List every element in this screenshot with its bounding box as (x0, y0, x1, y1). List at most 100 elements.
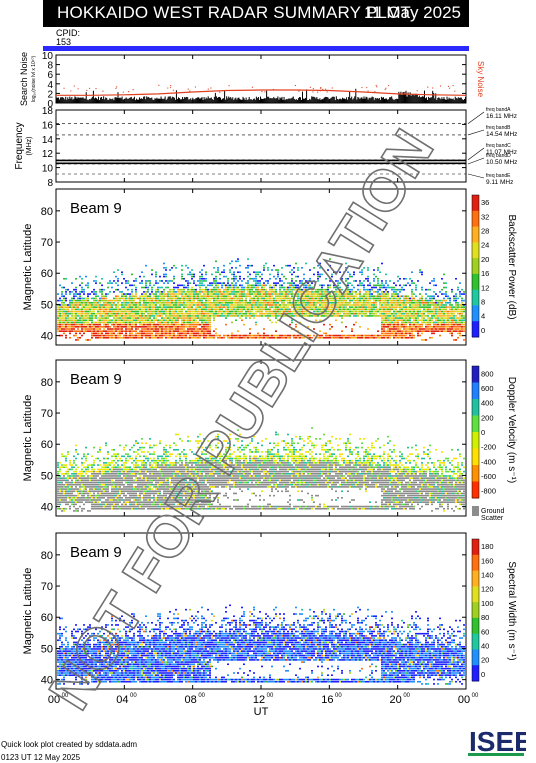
scatter-cell (399, 299, 401, 302)
scatter-cell (101, 297, 103, 300)
scatter-cell (397, 288, 399, 291)
scatter-cell (443, 310, 445, 313)
search-noise-bar (256, 98, 258, 103)
scatter-cell (379, 286, 381, 289)
scatter-cell (155, 326, 157, 328)
scatter-cell (145, 291, 147, 293)
scatter-cell (233, 334, 235, 337)
scatter-cell (307, 301, 309, 304)
freq-band-leader (467, 111, 485, 124)
scatter-cell (245, 297, 247, 300)
scatter-cell (65, 481, 67, 484)
search-noise-bar (377, 98, 379, 103)
scatter-cell (101, 306, 103, 308)
scatter-cell (141, 308, 143, 311)
scatter-cell (315, 299, 317, 302)
scatter-cell (125, 297, 127, 300)
scatter-cell (215, 275, 217, 278)
scatter-cell (325, 334, 327, 337)
scatter-cell (431, 301, 433, 304)
scatter-cell (159, 275, 161, 278)
scatter-cell (291, 321, 293, 324)
scatter-cell (235, 267, 237, 269)
scatter-cell (365, 312, 367, 315)
scatter-cell (153, 336, 155, 339)
scatter-cell (319, 295, 321, 298)
sky-noise-dot (331, 87, 333, 89)
search-noise-bar (319, 98, 321, 103)
scatter-cell (109, 336, 111, 339)
scatter-cell (167, 295, 169, 298)
scatter-cell (247, 306, 249, 308)
scatter-cell (141, 315, 143, 317)
scatter-cell (337, 336, 339, 339)
scatter-cell (411, 328, 413, 330)
scatter-cell (255, 293, 257, 295)
scatter-cell (201, 280, 203, 282)
scatter-cell (209, 299, 211, 302)
scatter-cell (87, 301, 89, 304)
scatter-cell (199, 323, 201, 326)
scatter-cell (155, 271, 157, 274)
plot-title: HOKKAIDO WEST RADAR SUMMARY PLOT (57, 3, 412, 22)
scatter-cell (387, 297, 389, 300)
search-noise-bar (146, 96, 148, 103)
scatter-cell (267, 304, 269, 306)
scatter-cell (443, 282, 445, 284)
scatter-cell (237, 315, 239, 317)
scatter-cell (267, 295, 269, 298)
scatter-cell (83, 301, 85, 304)
scatter-cell (69, 299, 71, 302)
scatter-cell (399, 301, 401, 304)
scatter-cell (335, 308, 337, 311)
scatter-cell (161, 308, 163, 311)
scatter-cell (161, 301, 163, 304)
scatter-cell (99, 312, 101, 315)
scatter-cell (403, 330, 405, 332)
scatter-cell (173, 317, 175, 319)
scatter-cell (169, 301, 171, 304)
scatter-cell (289, 310, 291, 313)
scatter-cell (161, 299, 163, 302)
scatter-cell (393, 301, 395, 304)
scatter-cell (405, 328, 407, 330)
scatter-cell (71, 499, 73, 501)
scatter-cell (287, 297, 289, 300)
scatter-cell (421, 319, 423, 322)
search-noise-bar (155, 98, 157, 103)
scatter-cell (253, 334, 255, 337)
scatter-cell (85, 301, 87, 304)
scatter-cell (285, 308, 287, 311)
scatter-cell (267, 315, 269, 317)
scatter-cell (157, 336, 159, 339)
scatter-cell (95, 312, 97, 315)
scatter-cell (387, 312, 389, 315)
scatter-cell (115, 334, 117, 337)
scatter-cell (399, 310, 401, 313)
scatter-cell (439, 321, 441, 324)
scatter-cell (145, 315, 147, 317)
sky-noise-line (56, 89, 467, 96)
scatter-cell (277, 273, 279, 276)
scatter-cell (453, 330, 455, 332)
scatter-cell (115, 328, 117, 330)
scatter-cell (363, 334, 365, 337)
scatter-cell (323, 284, 325, 287)
scatter-cell (63, 277, 65, 280)
scatter-cell (273, 293, 275, 295)
scatter-cell (189, 271, 191, 274)
scatter-cell (287, 264, 289, 267)
scatter-cell (383, 293, 385, 295)
scatter-cell (105, 321, 107, 324)
scatter-cell (257, 288, 259, 291)
scatter-cell (383, 334, 385, 337)
scatter-cell (343, 301, 345, 304)
scatter-cell (167, 282, 169, 284)
scatter-cell (283, 295, 285, 298)
scatter-cell (117, 295, 119, 298)
scatter-cell (57, 293, 59, 295)
scatter-cell (193, 301, 195, 304)
search-noise-bar (99, 100, 101, 103)
scatter-cell (181, 315, 183, 317)
scatter-cell (177, 330, 179, 332)
